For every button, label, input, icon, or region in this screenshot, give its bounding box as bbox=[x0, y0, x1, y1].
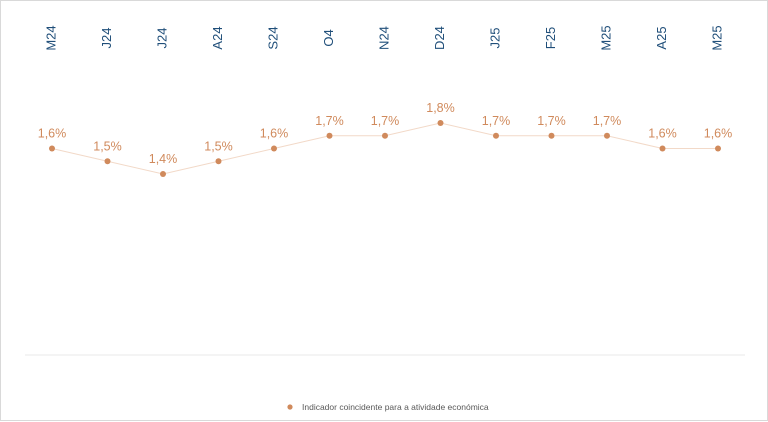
data-point bbox=[437, 120, 444, 126]
data-label: 1,7% bbox=[315, 114, 344, 128]
data-point bbox=[160, 171, 166, 177]
data-label: 1,6% bbox=[260, 127, 289, 141]
data-point bbox=[715, 145, 721, 152]
data-point bbox=[659, 145, 666, 152]
category-label: A25 bbox=[654, 26, 669, 49]
category-label: O4 bbox=[321, 29, 336, 46]
data-label: 1,6% bbox=[704, 127, 733, 141]
data-label: 1,8% bbox=[426, 101, 455, 115]
category-label: J24 bbox=[99, 28, 114, 49]
category-label: S24 bbox=[265, 26, 280, 49]
category-label: N24 bbox=[376, 26, 391, 50]
legend-label: Indicador coincidente para a atividade e… bbox=[302, 402, 489, 412]
data-label: 1,5% bbox=[93, 139, 122, 153]
data-label: 1,7% bbox=[537, 114, 566, 128]
category-label: J25 bbox=[487, 28, 502, 49]
data-label: 1,7% bbox=[482, 114, 511, 128]
category-label: M24 bbox=[43, 25, 58, 50]
data-point bbox=[49, 145, 55, 152]
category-label: J24 bbox=[154, 28, 169, 49]
data-labels: 1,6% 1,5% 1,4% 1,5% 1,6% 1,7% 1,7% 1,8% 1,7% 1,7%… bbox=[38, 101, 733, 166]
data-label: 1,7% bbox=[593, 114, 622, 128]
data-point bbox=[382, 132, 388, 139]
data-label: 1,6% bbox=[38, 127, 67, 141]
data-label: 1,5% bbox=[204, 139, 233, 153]
data-point bbox=[215, 158, 222, 165]
series-line bbox=[51, 122, 718, 175]
data-points bbox=[49, 120, 721, 177]
category-axis: M24 J24 J24 A24 S24 O4 N24 D24 J25 F25 M25 A25 M25 bbox=[43, 25, 724, 50]
category-label: A24 bbox=[210, 26, 225, 49]
data-label: 1,7% bbox=[371, 114, 400, 128]
legend: Indicador coincidente para a atividade e… bbox=[287, 402, 489, 412]
category-label: M25 bbox=[709, 25, 724, 50]
data-point bbox=[326, 132, 333, 139]
category-label: F25 bbox=[543, 27, 558, 49]
data-point bbox=[271, 145, 277, 152]
category-label: M25 bbox=[598, 25, 613, 50]
data-point bbox=[104, 158, 111, 165]
data-point bbox=[604, 132, 610, 139]
data-point bbox=[493, 132, 499, 139]
data-point bbox=[548, 132, 555, 139]
data-label: 1,6% bbox=[648, 127, 677, 141]
category-label: D24 bbox=[432, 26, 447, 50]
legend-marker bbox=[287, 404, 293, 410]
data-label: 1,4% bbox=[149, 152, 178, 166]
